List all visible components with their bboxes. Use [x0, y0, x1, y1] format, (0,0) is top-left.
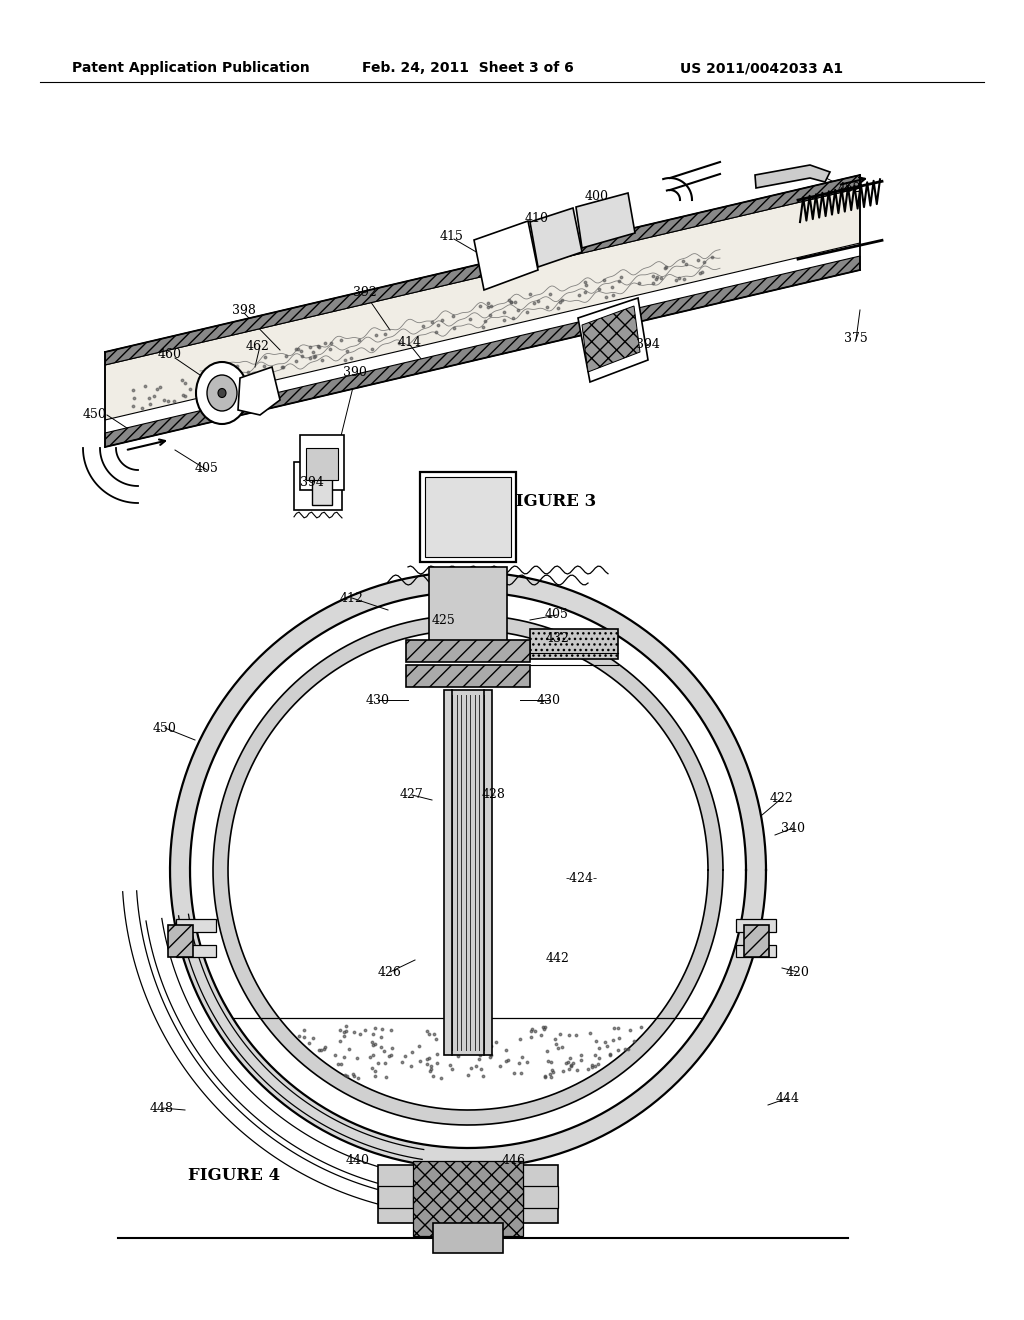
Text: 410: 410	[525, 213, 549, 226]
Bar	[425, 477, 511, 557]
Bar	[429, 568, 507, 660]
Polygon shape	[238, 367, 280, 414]
Text: 394: 394	[636, 338, 659, 351]
Text: 462: 462	[246, 339, 270, 352]
Text: 446: 446	[502, 1154, 526, 1167]
Text: 452: 452	[838, 181, 862, 194]
Bar	[378, 1166, 558, 1224]
Bar	[312, 475, 332, 506]
Text: 430: 430	[366, 693, 390, 706]
Bar	[530, 630, 618, 659]
Text: 375: 375	[844, 331, 868, 345]
Polygon shape	[575, 193, 635, 248]
Text: 432: 432	[546, 631, 570, 644]
Ellipse shape	[207, 375, 237, 411]
Text: 440: 440	[346, 1154, 370, 1167]
Text: 392: 392	[353, 286, 377, 300]
Text: 460: 460	[158, 348, 182, 362]
Bar	[444, 690, 492, 1055]
Text: 412: 412	[340, 591, 364, 605]
Text: 398: 398	[232, 305, 256, 318]
Text: 426: 426	[378, 965, 402, 978]
Text: 448: 448	[150, 1101, 174, 1114]
Text: 450: 450	[153, 722, 177, 734]
Text: 420: 420	[786, 965, 810, 978]
Text: 428: 428	[482, 788, 506, 801]
Bar	[300, 436, 344, 490]
Polygon shape	[105, 187, 860, 420]
Ellipse shape	[218, 388, 226, 397]
Bar	[420, 473, 516, 562]
Text: 425: 425	[432, 614, 456, 627]
Text: 415: 415	[440, 231, 464, 243]
Text: 405: 405	[195, 462, 219, 474]
Polygon shape	[213, 615, 723, 1125]
Polygon shape	[105, 256, 860, 447]
Text: 390: 390	[343, 367, 367, 380]
Bar	[523, 1185, 558, 1208]
Text: Patent Application Publication: Patent Application Publication	[72, 61, 309, 75]
Text: 430: 430	[537, 693, 561, 706]
Text: 427: 427	[400, 788, 424, 801]
Text: 442: 442	[546, 952, 570, 965]
Text: 405: 405	[545, 609, 569, 622]
Bar	[744, 925, 769, 957]
Text: 340: 340	[781, 821, 805, 834]
Bar	[176, 945, 216, 957]
Text: FIGURE 3: FIGURE 3	[504, 494, 596, 511]
Bar	[736, 919, 776, 932]
Text: Feb. 24, 2011  Sheet 3 of 6: Feb. 24, 2011 Sheet 3 of 6	[362, 61, 573, 75]
Text: 450: 450	[83, 408, 106, 421]
Bar	[433, 1224, 503, 1253]
Polygon shape	[582, 306, 640, 372]
Text: 422: 422	[770, 792, 794, 804]
Bar	[168, 925, 193, 957]
Bar	[378, 1185, 413, 1208]
Text: US 2011/0042033 A1: US 2011/0042033 A1	[680, 61, 843, 75]
Polygon shape	[170, 572, 766, 1168]
Polygon shape	[474, 220, 538, 290]
Text: -424-: -424-	[566, 871, 598, 884]
Bar	[406, 640, 530, 663]
Text: 400: 400	[585, 190, 609, 203]
Polygon shape	[530, 209, 582, 267]
Polygon shape	[105, 176, 860, 366]
Polygon shape	[755, 165, 830, 187]
Bar	[736, 945, 776, 957]
Bar	[406, 665, 530, 686]
Text: FIGURE 4: FIGURE 4	[188, 1167, 281, 1184]
Text: 444: 444	[776, 1092, 800, 1105]
Text: 394: 394	[300, 477, 324, 490]
Bar	[413, 1162, 523, 1236]
Bar	[294, 462, 342, 510]
Ellipse shape	[196, 362, 248, 424]
Polygon shape	[578, 298, 648, 381]
Bar	[306, 447, 338, 480]
Bar	[176, 919, 216, 932]
Text: 414: 414	[398, 337, 422, 350]
